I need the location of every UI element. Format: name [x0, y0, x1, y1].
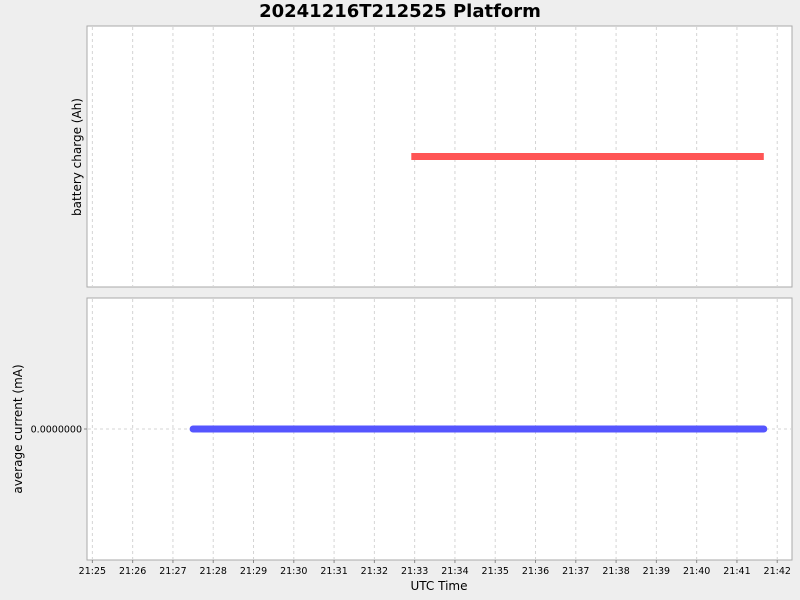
x-tick-label: 21:41: [723, 566, 750, 577]
y-axis-label-battery: battery charge (Ah): [70, 98, 84, 216]
grid-battery: [91, 27, 778, 286]
x-tick-label: 21:26: [119, 566, 146, 577]
grid-current: [88, 299, 791, 559]
x-tick-label: 21:32: [361, 566, 388, 577]
x-tick-label: 21:35: [482, 566, 509, 577]
x-tick-label: 21:40: [683, 566, 710, 577]
y-axis-label-current: average current (mA): [11, 364, 25, 493]
x-tick-label: 21:36: [522, 566, 549, 577]
x-axis-ticks: 21:25 21:26 21:27 21:28 21:29 21:30 21:31 21:32…: [79, 560, 791, 577]
x-tick-label: 21:34: [441, 566, 468, 577]
x-tick-label: 21:29: [240, 566, 267, 577]
x-tick-label: 21:25: [79, 566, 106, 577]
x-tick-label: 21:37: [562, 566, 589, 577]
x-tick-label: 21:31: [320, 566, 347, 577]
chart-title: 20241216T212525 Platform: [259, 1, 541, 22]
x-tick-label: 21:39: [643, 566, 670, 577]
x-tick-label: 21:28: [200, 566, 227, 577]
y-tick-label: 0.0000000: [31, 425, 82, 436]
x-tick-label: 21:30: [280, 566, 307, 577]
x-axis-label: UTC Time: [411, 579, 468, 593]
x-tick-label: 21:42: [764, 566, 791, 577]
x-tick-label: 21:33: [401, 566, 428, 577]
x-tick-label: 21:27: [159, 566, 186, 577]
x-tick-label: 21:38: [602, 566, 629, 577]
y-ticks-current: 0.0000000: [31, 425, 87, 436]
